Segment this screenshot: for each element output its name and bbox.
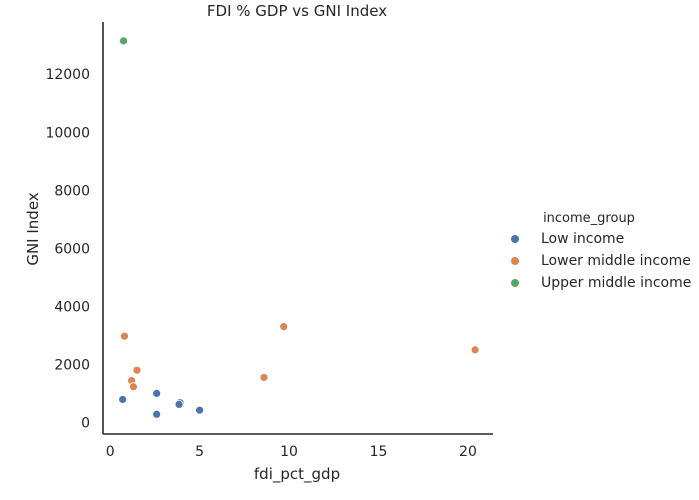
legend-marker xyxy=(511,235,519,243)
data-point xyxy=(470,345,480,355)
x-tick-label: 10 xyxy=(280,444,298,460)
data-point xyxy=(118,395,128,404)
data-point xyxy=(259,373,269,382)
x-tick-label: 5 xyxy=(195,444,204,460)
y-tick-label: 10000 xyxy=(45,125,90,141)
y-tick-label: 2000 xyxy=(54,357,90,373)
legend-label: Upper middle income xyxy=(541,275,691,291)
x-tick-label: 15 xyxy=(370,444,388,460)
y-tick-label: 4000 xyxy=(54,299,90,315)
data-point xyxy=(152,409,162,419)
x-tick-label: 20 xyxy=(459,444,477,460)
data-point xyxy=(152,388,162,398)
data-point xyxy=(119,36,128,46)
chart-title: FDI % GDP vs GNI Index xyxy=(207,2,387,20)
data-point xyxy=(132,365,142,375)
data-points xyxy=(118,36,480,419)
legend-label: Low income xyxy=(541,231,624,247)
y-tick-label: 0 xyxy=(81,415,90,431)
y-tick-label: 6000 xyxy=(54,241,90,257)
x-tick-label: 0 xyxy=(106,444,115,460)
legend-marker xyxy=(511,257,519,265)
legend-label: Lower middle income xyxy=(541,253,691,269)
data-point xyxy=(195,405,205,415)
data-point xyxy=(174,400,184,409)
y-axis-ticks: 0 2000 4000 6000 8000 10000 12000 xyxy=(45,67,90,431)
data-point xyxy=(279,322,289,332)
legend: income_group Low income Lower middle inco… xyxy=(511,211,691,291)
y-axis-title: GNI Index xyxy=(24,192,42,265)
legend-title: income_group xyxy=(543,211,635,226)
legend-marker xyxy=(511,279,519,287)
x-axis-ticks: 0 5 10 15 20 xyxy=(106,444,477,460)
x-axis-title: fdi_pct_gdp xyxy=(254,465,340,484)
data-point xyxy=(129,382,138,392)
y-tick-label: 8000 xyxy=(54,183,90,199)
y-tick-label: 12000 xyxy=(45,67,90,83)
data-point xyxy=(120,331,129,341)
